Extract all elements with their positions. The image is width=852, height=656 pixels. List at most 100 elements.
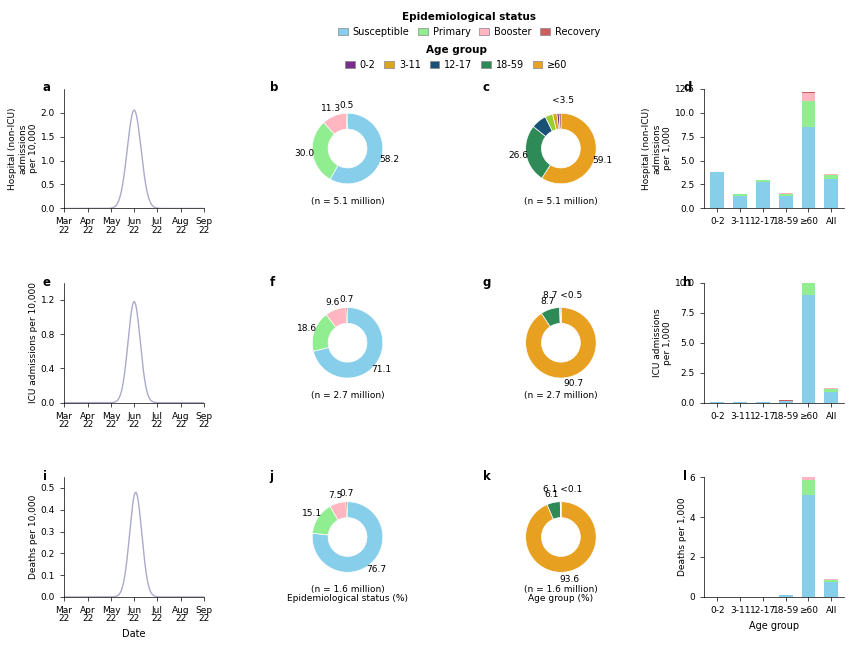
Y-axis label: ICU admissions per 10,000: ICU admissions per 10,000 <box>29 282 37 403</box>
Bar <box>823 579 838 580</box>
Bar <box>801 92 815 93</box>
Text: 59.1: 59.1 <box>591 156 612 165</box>
Bar <box>801 127 815 209</box>
Y-axis label: ICU admissions
per 1,000: ICU admissions per 1,000 <box>652 308 671 377</box>
Text: i: i <box>43 470 47 483</box>
Bar <box>823 388 838 389</box>
Text: 7.5: 7.5 <box>328 491 343 500</box>
Text: (n = 1.6 million): (n = 1.6 million) <box>523 585 597 594</box>
Bar <box>755 182 769 209</box>
Text: 15.1: 15.1 <box>301 509 321 518</box>
Y-axis label: Deaths per 10,000: Deaths per 10,000 <box>29 495 37 579</box>
Bar <box>823 392 838 403</box>
Text: g: g <box>482 276 491 289</box>
Polygon shape <box>559 308 560 323</box>
Text: 71.1: 71.1 <box>371 365 391 374</box>
Text: 0.7: 0.7 <box>339 489 354 499</box>
Text: b: b <box>269 81 278 94</box>
Polygon shape <box>525 308 596 378</box>
Text: 93.6: 93.6 <box>559 575 579 584</box>
Bar <box>801 101 815 127</box>
Text: 58.2: 58.2 <box>378 155 399 164</box>
Text: 26.6: 26.6 <box>508 151 528 160</box>
Text: a: a <box>43 81 51 94</box>
Bar <box>823 175 838 179</box>
Polygon shape <box>313 308 383 378</box>
Bar <box>778 401 792 403</box>
Text: (n = 1.6 million): (n = 1.6 million) <box>310 585 384 594</box>
Text: 0.5: 0.5 <box>339 101 354 110</box>
Polygon shape <box>326 308 346 327</box>
Legend: Susceptible, Primary, Booster, Recovery: Susceptible, Primary, Booster, Recovery <box>334 8 603 41</box>
Bar <box>823 389 838 392</box>
Bar <box>710 172 723 209</box>
Polygon shape <box>525 502 596 572</box>
Text: d: d <box>682 81 691 94</box>
Bar <box>823 580 838 582</box>
Bar <box>778 596 792 597</box>
Polygon shape <box>541 308 560 327</box>
Text: k: k <box>482 470 490 483</box>
Text: 8.7: 8.7 <box>540 297 555 306</box>
Bar <box>801 260 815 268</box>
Polygon shape <box>312 506 337 535</box>
Bar <box>801 268 815 295</box>
Bar <box>801 474 815 476</box>
Polygon shape <box>324 113 347 134</box>
Text: l: l <box>682 470 686 483</box>
Bar <box>823 582 838 597</box>
Text: Age group (%): Age group (%) <box>527 594 593 604</box>
Text: 90.7: 90.7 <box>562 379 583 388</box>
Polygon shape <box>532 117 552 136</box>
Bar <box>733 197 746 209</box>
Text: f: f <box>269 276 274 289</box>
X-axis label: Date: Date <box>123 629 146 639</box>
Legend: 0-2, 3-11, 12-17, 18-59, ≥60: 0-2, 3-11, 12-17, 18-59, ≥60 <box>341 41 571 73</box>
Bar <box>801 495 815 597</box>
Y-axis label: Hospital (non-ICU)
admissions
per 1,000: Hospital (non-ICU) admissions per 1,000 <box>642 108 671 190</box>
Polygon shape <box>556 113 559 129</box>
Polygon shape <box>546 502 560 519</box>
Bar <box>778 193 792 194</box>
Polygon shape <box>346 502 347 518</box>
Text: 11.3: 11.3 <box>321 104 341 113</box>
Text: (n = 5.1 million): (n = 5.1 million) <box>310 197 384 206</box>
Polygon shape <box>346 113 347 129</box>
Text: Epidemiological status (%): Epidemiological status (%) <box>287 594 407 604</box>
Text: 6.1: 6.1 <box>544 491 558 499</box>
Bar <box>755 180 769 182</box>
Polygon shape <box>330 113 383 184</box>
X-axis label: Age group: Age group <box>748 621 798 630</box>
Bar <box>801 476 815 480</box>
Polygon shape <box>312 123 337 179</box>
Bar <box>823 179 838 209</box>
Text: (n = 2.7 million): (n = 2.7 million) <box>310 391 384 400</box>
Text: j: j <box>269 470 273 483</box>
Bar <box>778 195 792 209</box>
Text: (n = 2.7 million): (n = 2.7 million) <box>523 391 597 400</box>
Text: 6.1 <0.1: 6.1 <0.1 <box>543 485 582 494</box>
Polygon shape <box>558 113 561 129</box>
Polygon shape <box>312 315 336 352</box>
Y-axis label: Hospital (non-ICU)
admissions
per 10,000: Hospital (non-ICU) admissions per 10,000 <box>8 108 37 190</box>
Polygon shape <box>330 502 346 520</box>
Text: h: h <box>682 276 691 289</box>
Polygon shape <box>552 113 558 130</box>
Polygon shape <box>544 114 556 131</box>
Text: 0.7: 0.7 <box>339 295 354 304</box>
Text: 8.7 <0.5: 8.7 <0.5 <box>543 291 582 300</box>
Text: 9.6: 9.6 <box>325 298 340 307</box>
Bar <box>733 194 746 197</box>
Bar <box>801 295 815 403</box>
Text: (n = 5.1 million): (n = 5.1 million) <box>523 197 597 206</box>
Bar <box>801 93 815 101</box>
Bar <box>778 194 792 195</box>
Text: <3.5: <3.5 <box>551 96 573 106</box>
Polygon shape <box>312 502 383 572</box>
Polygon shape <box>525 127 550 178</box>
Text: 18.6: 18.6 <box>296 324 317 333</box>
Text: c: c <box>482 81 489 94</box>
Text: 30.0: 30.0 <box>295 149 314 158</box>
Polygon shape <box>346 308 347 323</box>
Y-axis label: Deaths per 1,000: Deaths per 1,000 <box>676 498 686 577</box>
